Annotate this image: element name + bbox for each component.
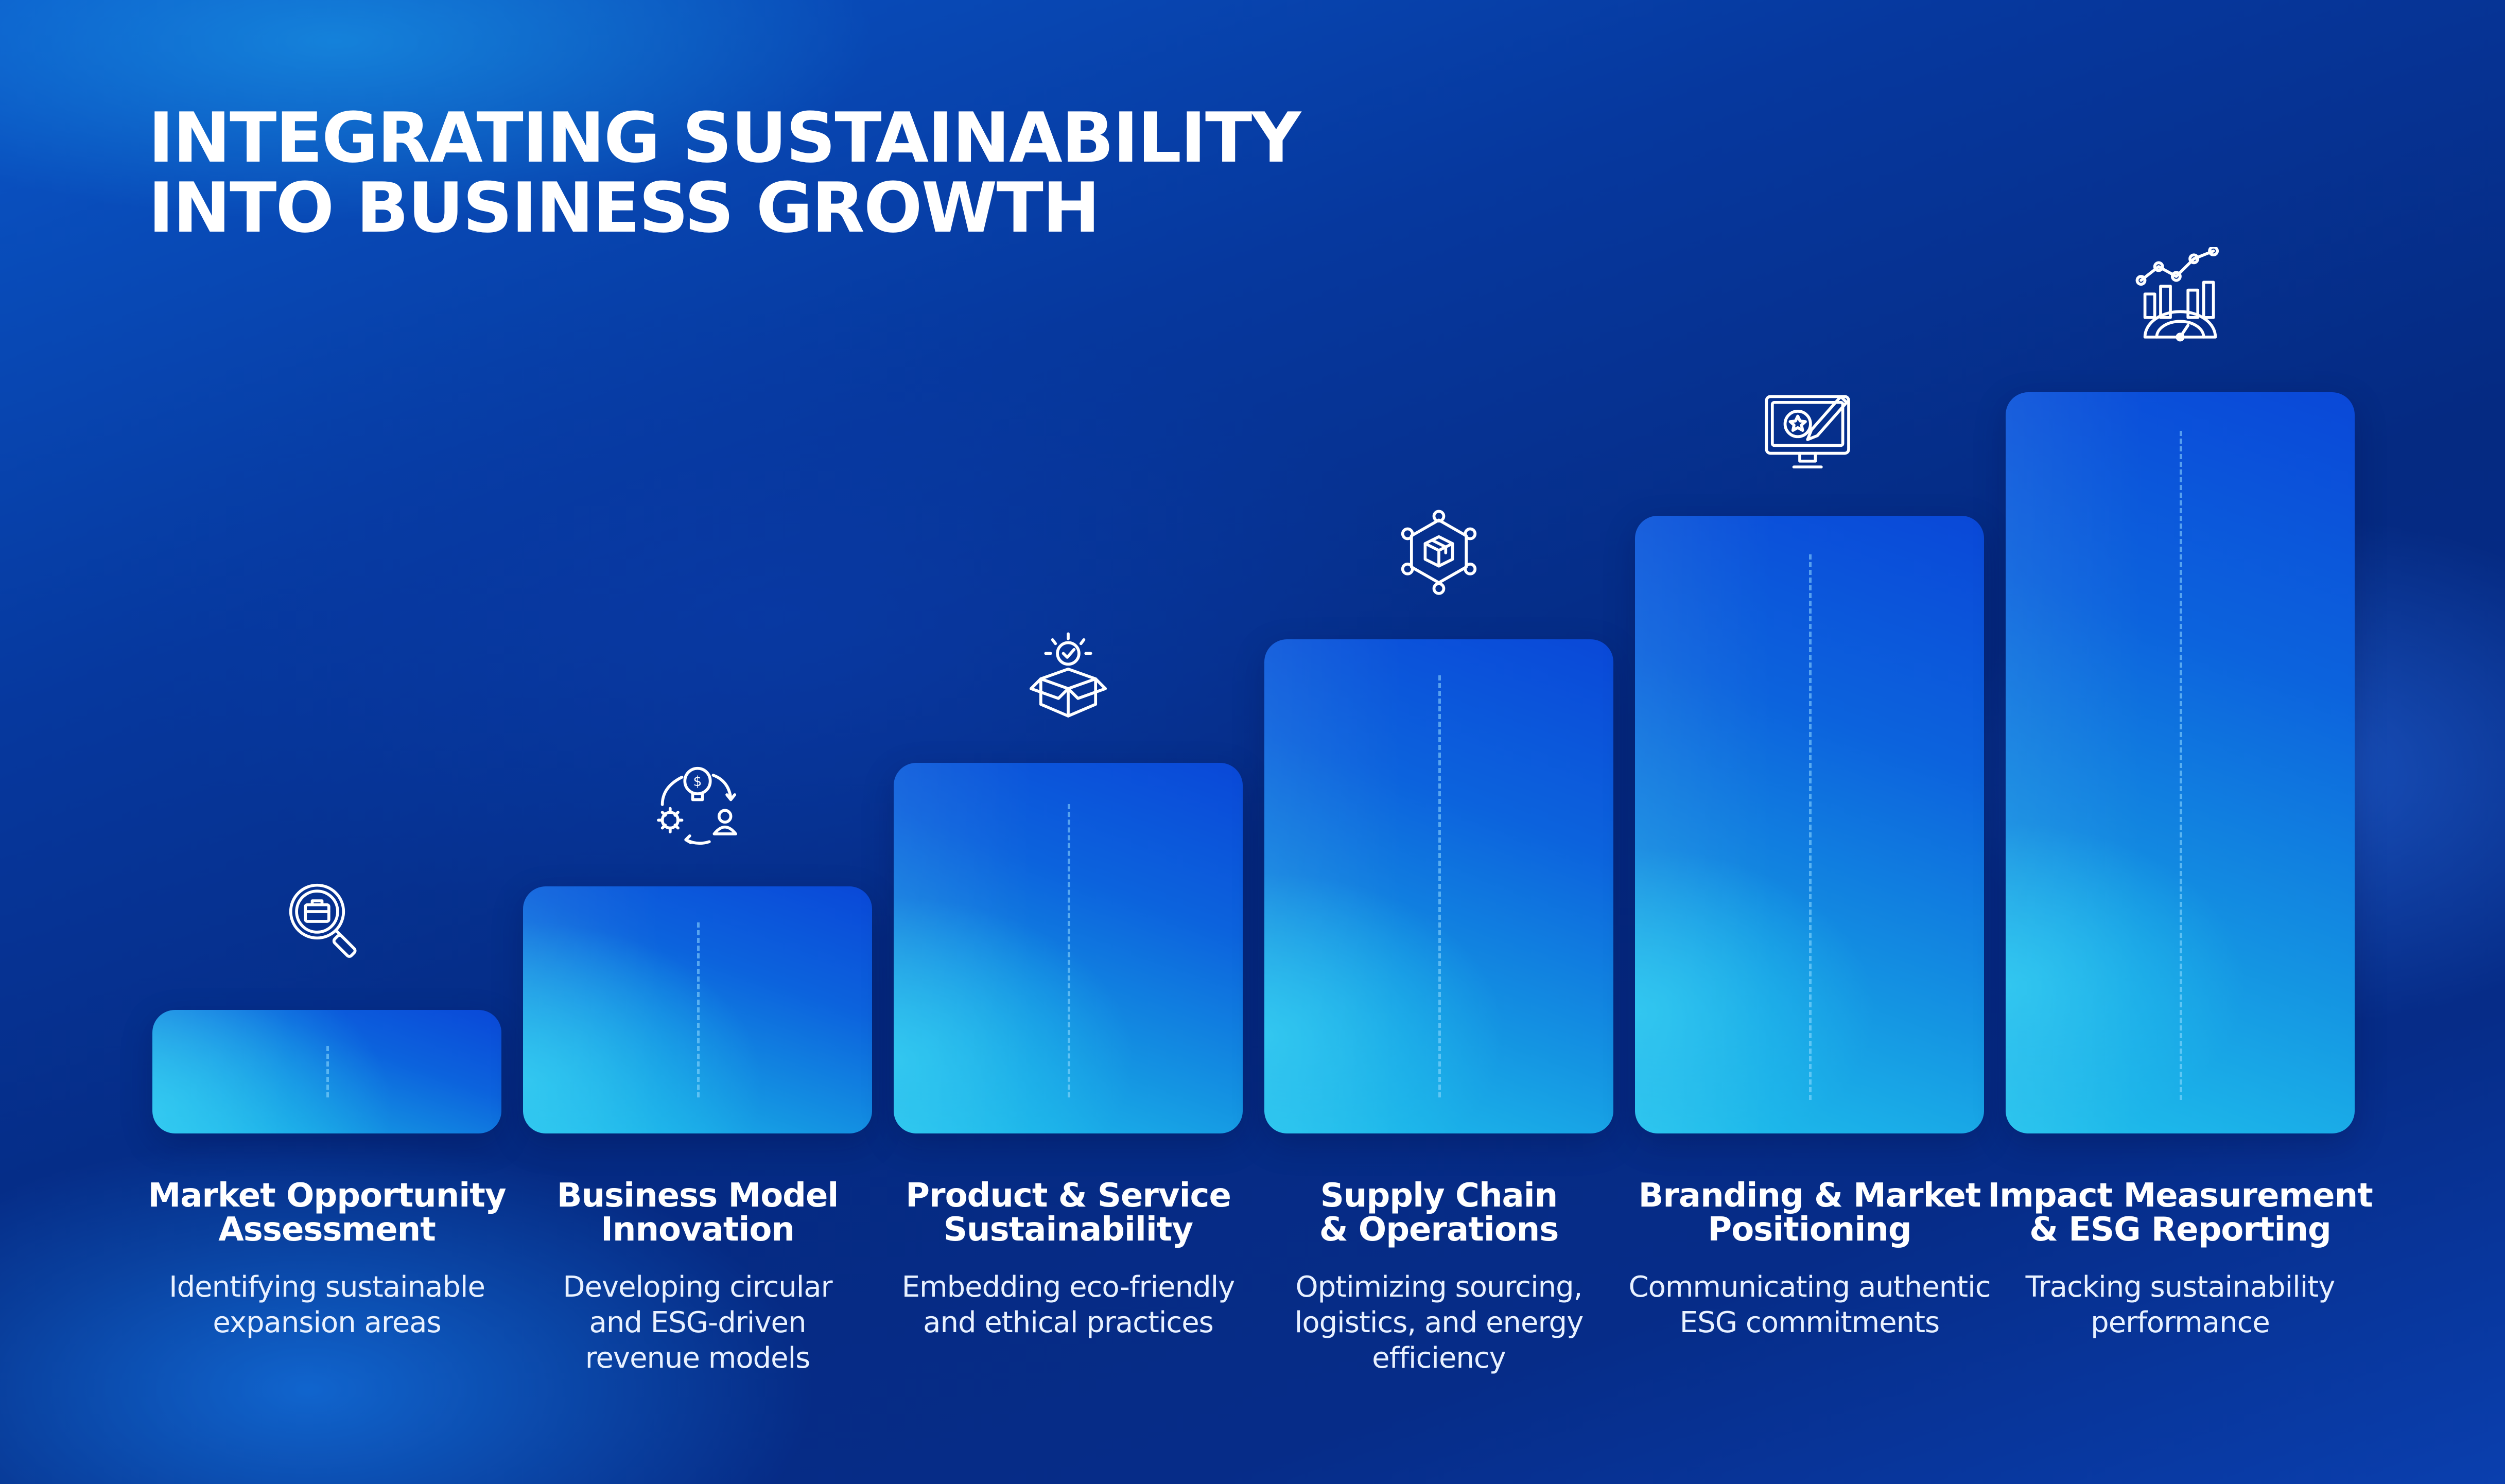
step-title: Market Opportunity Assessment <box>148 1177 506 1249</box>
step-title: Impact Measurement & ESG Reporting <box>1988 1177 2373 1249</box>
step-title: Supply Chain & Operations <box>1319 1177 1559 1249</box>
product-box-check-icon <box>1019 628 1117 726</box>
bar-guide-line <box>1068 804 1070 1097</box>
supply-network-icon <box>1390 504 1488 602</box>
step-description: Optimizing sourcing, logistics, and ener… <box>1294 1270 1584 1375</box>
step-bar <box>1635 516 1984 1133</box>
svg-text:$: $ <box>693 774 702 790</box>
bar-guide-line <box>697 922 700 1097</box>
page-title-line-1: INTEGRATING SUSTAINABILITY <box>148 98 1301 178</box>
idea-cycle-icon: $ <box>649 756 746 853</box>
page-title: INTEGRATING SUSTAINABILITY INTO BUSINESS… <box>148 98 1301 248</box>
performance-dashboard-icon <box>2131 247 2229 345</box>
step-title: Business Model Innovation <box>556 1177 839 1249</box>
step-description: Identifying sustainable expansion areas <box>169 1270 485 1339</box>
step-bar <box>1264 639 1613 1133</box>
step-branding: Branding & Market Positioning Communicat… <box>1629 0 1991 1484</box>
brand-monitor-icon <box>1761 381 1858 479</box>
step-market-opportunity: Market Opportunity Assessment Identifyin… <box>148 0 507 1484</box>
step-title: Product & Service Sustainability <box>906 1177 1231 1249</box>
step-business-model: $ Business Model Innovation Developing c… <box>523 0 872 1484</box>
bar-guide-line <box>1438 675 1441 1097</box>
step-title: Branding & Market Positioning <box>1638 1177 1981 1249</box>
page-title-line-2: INTO BUSINESS GROWTH <box>148 168 1100 248</box>
bar-guide-line <box>1809 554 1812 1100</box>
step-bar <box>894 763 1243 1133</box>
bar-guide-line <box>326 1046 329 1097</box>
step-bar <box>523 886 872 1133</box>
step-bar <box>2006 392 2355 1133</box>
step-bar <box>152 1010 501 1133</box>
step-description: Tracking sustainability performance <box>2025 1270 2336 1339</box>
step-description: Communicating authentic ESG commitments <box>1628 1270 1991 1339</box>
step-impact-measurement: Impact Measurement & ESG Reporting Track… <box>1988 0 2373 1484</box>
step-product-service: Product & Service Sustainability Embeddi… <box>894 0 1243 1484</box>
briefcase-search-icon <box>278 872 376 970</box>
step-description: Embedding eco-friendly and ethical pract… <box>901 1270 1236 1339</box>
bar-guide-line <box>2180 431 2182 1100</box>
step-description: Developing circular and ESG-driven reven… <box>563 1270 832 1375</box>
step-supply-chain: Supply Chain & Operations Optimizing sou… <box>1264 0 1613 1484</box>
